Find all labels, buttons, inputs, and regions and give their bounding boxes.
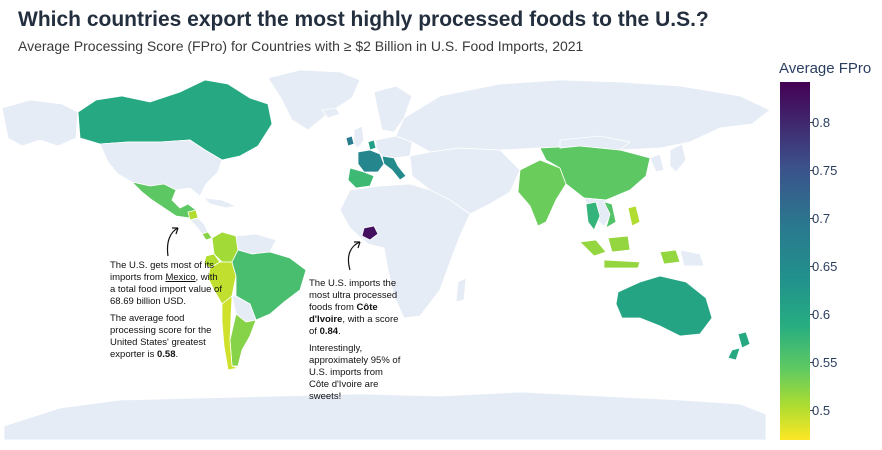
ivory-coast-arrow-head: [354, 241, 361, 249]
country-italy: [381, 155, 407, 181]
mexico-annotation-arrow: [166, 227, 179, 257]
ivory-coast-annotation-paragraph-2: Interestingly, approximately 95% of U.S.…: [309, 343, 401, 402]
country-philippines: [627, 205, 641, 227]
country-chile: [221, 295, 240, 371]
mexico-arrow-head: [172, 227, 179, 235]
country-iceland: [321, 107, 341, 119]
colorbar-tick-mark: [810, 266, 814, 267]
colorbar-tick-label: 0.8: [812, 115, 831, 130]
mexico-annotation: The U.S. gets most of its imports from M…: [110, 260, 222, 366]
country-usa-alaska: [1, 99, 79, 147]
region-africa: [339, 183, 471, 319]
country-ireland: [345, 135, 355, 147]
country-australia: [615, 275, 713, 337]
chart-subtitle: Average Processing Score (FPro) for Coun…: [18, 38, 584, 54]
mexico-note-text: The average food processing score for th…: [110, 313, 212, 360]
country-vietnam: [603, 201, 617, 229]
ivory-coast-note-text: , with a score of: [309, 314, 399, 337]
region-antarctica: [3, 391, 767, 441]
country-greenland: [267, 69, 361, 131]
colorbar-tick-label: 0.5: [812, 403, 831, 418]
mexico-annotation-paragraph-2: The average food processing score for th…: [110, 313, 222, 361]
colorbar-tick-mark: [810, 362, 814, 363]
region-middle-east: [409, 147, 521, 215]
colorbar-tick-label: 0.75: [812, 163, 838, 178]
colorbar: [780, 82, 810, 440]
country-netherlands: [367, 139, 377, 151]
mexico-link[interactable]: Mexico: [165, 272, 196, 283]
colorbar-tick-label: 0.6: [812, 307, 831, 322]
country-costa-rica: [201, 231, 213, 241]
country-india: [517, 159, 567, 227]
country-new-zealand: [727, 331, 751, 361]
colorbar-tick-label: 0.65: [812, 259, 838, 274]
ivory-coast-annotation-paragraph-1: The U.S. imports the most ultra processe…: [309, 278, 405, 338]
country-spain: [347, 167, 375, 189]
ivory-coast-annotation-arrow: [347, 241, 361, 271]
colorbar-tick-mark: [810, 170, 814, 171]
country-uk: [353, 125, 365, 149]
country-cote-divoire: [361, 225, 379, 241]
ivory-coast-note-text: .: [338, 326, 341, 337]
ivory-coast-note-text: The U.S. imports the most ultra processe…: [309, 278, 398, 313]
mexico-annotation-paragraph-1: The U.S. gets most of its imports from M…: [110, 260, 222, 308]
region-korea-japan: [649, 143, 687, 173]
chart-title: Which countries export the most highly p…: [18, 8, 709, 31]
colorbar-title: Average FPro: [779, 60, 872, 77]
ivory-coast-name: Côte d'Ivoire: [309, 302, 378, 325]
mexico-note-text: The U.S. gets most of its imports from: [110, 260, 215, 283]
ivory-coast-score: 0.84: [319, 326, 339, 337]
colorbar-tick-mark: [810, 122, 814, 123]
colorbar-tick-mark: [810, 218, 814, 219]
ivory-coast-annotation: The U.S. imports the most ultra processe…: [309, 278, 405, 408]
country-mexico: [130, 181, 197, 219]
country-mongolia: [559, 135, 631, 151]
mexico-score: 0.58: [157, 349, 176, 360]
region-caribbean: [202, 197, 238, 209]
country-argentina: [229, 313, 257, 367]
country-thailand: [585, 201, 601, 231]
country-france: [357, 149, 385, 173]
region-scandinavia: [373, 85, 413, 133]
colorbar-tick-label: 0.55: [812, 355, 838, 370]
country-madagascar: [455, 277, 467, 303]
colorbar-tick-label: 0.7: [812, 211, 831, 226]
mexico-note-text: , with a total food import value of 68.6…: [110, 272, 222, 307]
mexico-note-text: .: [175, 349, 179, 360]
colorbar-tick-mark: [810, 314, 814, 315]
country-indonesia: [579, 235, 681, 269]
colorbar-tick-mark: [810, 410, 814, 411]
country-usa: [99, 139, 223, 197]
region-central-america: [189, 217, 209, 235]
country-png: [679, 249, 705, 267]
